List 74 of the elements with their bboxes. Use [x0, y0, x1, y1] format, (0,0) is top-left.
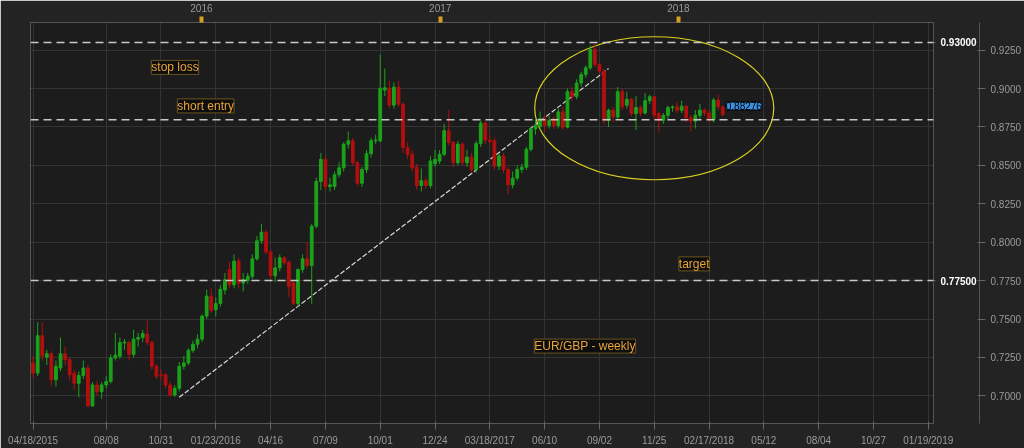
annotation: short entry — [177, 98, 235, 113]
x-tick-label: 05/12 — [751, 434, 777, 446]
candlestick — [561, 106, 565, 131]
candlestick — [95, 379, 99, 397]
candlestick — [236, 257, 241, 289]
candlestick — [209, 287, 214, 314]
candlestick — [574, 78, 579, 100]
y-tick-label: 0.7000 — [990, 390, 1022, 402]
candlestick — [465, 149, 469, 168]
candlestick — [620, 88, 625, 111]
y-tick-label: 0.7250 — [990, 352, 1022, 364]
candlestick — [76, 370, 81, 398]
candlestick — [127, 340, 131, 362]
x-tick-label: 09/02 — [586, 434, 613, 446]
candlestick — [588, 45, 593, 71]
x-tick-label: 10/01 — [367, 434, 394, 446]
x-tick-label: 06/10 — [532, 434, 558, 446]
annotation: target — [678, 256, 711, 271]
x-tick-label: 10/27 — [860, 434, 887, 446]
y-tick-label: 0.8500 — [990, 160, 1022, 172]
candlestick — [40, 321, 45, 362]
candlestick — [629, 97, 634, 117]
x-tick-label: 11/25 — [642, 434, 667, 446]
candlestick — [232, 254, 236, 289]
x-tick-label: 02/17/2018 — [684, 434, 735, 446]
candlestick — [483, 120, 488, 145]
candlestick — [273, 257, 278, 283]
candlestick — [90, 381, 95, 408]
x-tick-label: 12/24 — [422, 434, 448, 446]
x-tick-label: 08/08 — [93, 434, 120, 446]
y-tick-label: 0.8750 — [990, 121, 1022, 133]
candlestick — [419, 167, 424, 192]
x2-tick-label: 2018 — [667, 2, 690, 14]
candlestick — [675, 101, 679, 114]
y-tick-label: 0.7500 — [990, 314, 1022, 326]
x-tick-label: 08/04 — [806, 434, 832, 446]
y-tick-label: 0.8000 — [990, 237, 1022, 249]
ref-line-label: 0.77500 — [940, 275, 978, 287]
candlestick — [31, 355, 35, 378]
candlestick — [392, 81, 396, 110]
x-tick-label: 01/19/2019 — [903, 434, 954, 446]
candlestick — [711, 97, 716, 123]
x2-tick-label: 2017 — [429, 2, 452, 14]
y-tick-label: 0.9000 — [990, 83, 1022, 95]
candlestick — [460, 141, 465, 166]
x2-tick-label: 2016 — [190, 2, 214, 14]
candlestick — [131, 329, 136, 358]
x-tick-label: 01/23/2016 — [190, 434, 242, 446]
candlestick — [177, 361, 182, 392]
x-tick-label: 04/18/2015 — [8, 434, 59, 446]
candlestick — [67, 356, 72, 381]
candlestick — [387, 80, 392, 110]
candlestick — [455, 140, 460, 166]
candlestick — [611, 106, 616, 123]
x-tick-label: 04/16 — [258, 434, 284, 446]
y-tick-label: 0.8250 — [990, 198, 1022, 210]
candlestick — [305, 241, 310, 269]
candlestick — [341, 141, 346, 173]
y-tick-label: 0.7750 — [990, 275, 1022, 287]
candlestick — [81, 360, 86, 380]
candlestick — [469, 152, 474, 174]
candlestick — [634, 95, 638, 131]
candlestick — [227, 261, 232, 289]
annotation: stop loss — [151, 60, 199, 75]
x-tick-label: 07/09 — [312, 434, 339, 446]
annotation: EUR/GBP - weekly — [534, 339, 636, 354]
y-tick-label: 0.9250 — [990, 45, 1022, 57]
candlestick — [570, 86, 574, 102]
candlestick — [593, 41, 597, 68]
candlestick — [108, 353, 113, 385]
candlestick — [652, 95, 657, 120]
x-tick-label: 03/18/2017 — [464, 434, 516, 446]
x-tick-label: 10/31 — [148, 434, 174, 446]
ref-line-label: 0.93000 — [940, 37, 978, 49]
